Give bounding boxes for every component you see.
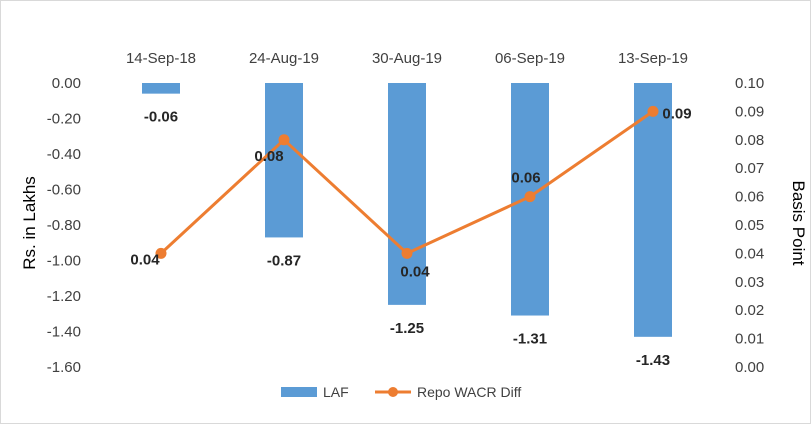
category-label: 24-Aug-19 <box>249 50 319 67</box>
left-axis-title: Rs. in Lakhs <box>20 176 39 270</box>
right-tick-label: 0.01 <box>735 331 764 348</box>
bar-data-label: -1.43 <box>636 352 670 369</box>
right-tick-label: 0.05 <box>735 217 764 234</box>
bar-laf <box>388 83 426 305</box>
category-label: 30-Aug-19 <box>372 50 442 67</box>
bar-laf <box>634 83 672 337</box>
right-axis-title: Basis Point <box>789 180 808 265</box>
right-tick-label: 0.09 <box>735 103 764 120</box>
right-tick-label: 0.04 <box>735 245 764 262</box>
left-axis-tick-labels: 0.00 -0.20 -0.40 -0.60 -0.80 -1.00 -1.20 -1.40 -… <box>47 75 81 376</box>
category-label: 06-Sep-19 <box>495 50 565 67</box>
right-axis-tick-labels: 0.10 0.09 0.08 0.07 0.06 0.05 0.04 0.03 0.02 0.01… <box>735 75 764 376</box>
category-label: 13-Sep-19 <box>618 50 688 67</box>
category-labels: 14-Sep-18 24-Aug-19 30-Aug-19 06-Sep-19 13-S… <box>126 50 688 67</box>
left-tick-label: -0.80 <box>47 217 81 234</box>
left-tick-label: -1.20 <box>47 288 81 305</box>
right-tick-label: 0.00 <box>735 359 764 376</box>
bar-data-labels: -0.06 -0.87 -1.25 -1.31 -1.43 <box>144 109 670 369</box>
left-tick-label: -0.60 <box>47 182 81 199</box>
line-point <box>524 191 536 203</box>
line-series <box>155 105 659 259</box>
left-tick-label: -0.40 <box>47 146 81 163</box>
right-tick-label: 0.10 <box>735 75 764 92</box>
bar-data-label: -1.25 <box>390 320 424 337</box>
right-tick-label: 0.07 <box>735 160 764 177</box>
line-point <box>278 134 290 146</box>
left-tick-label: -1.60 <box>47 359 81 376</box>
legend-label-repo-wacr-diff: Repo WACR Diff <box>417 384 521 400</box>
line-data-labels: 0.04 0.08 0.04 0.06 0.09 <box>130 105 691 280</box>
legend-label-laf: LAF <box>323 384 349 400</box>
line-data-label: 0.06 <box>511 170 540 187</box>
bar-data-label: -0.06 <box>144 109 178 126</box>
bar-laf <box>265 83 303 238</box>
line-data-label: 0.08 <box>254 148 283 165</box>
legend-swatch-laf <box>281 387 317 397</box>
line-point <box>401 247 413 259</box>
line-data-label: 0.04 <box>400 263 430 280</box>
line-point <box>647 105 659 117</box>
legend-marker-repo-wacr-diff <box>388 387 398 397</box>
line-data-label: 0.09 <box>662 105 691 122</box>
line-data-label: 0.04 <box>130 251 160 268</box>
left-tick-label: -1.40 <box>47 324 81 341</box>
bar-laf <box>142 83 180 94</box>
right-tick-label: 0.06 <box>735 189 764 206</box>
right-tick-label: 0.02 <box>735 302 764 319</box>
legend: LAF Repo WACR Diff <box>281 384 521 400</box>
right-tick-label: 0.08 <box>735 132 764 149</box>
category-label: 14-Sep-18 <box>126 50 196 67</box>
bar-data-label: -1.31 <box>513 331 547 348</box>
right-tick-label: 0.03 <box>735 274 764 291</box>
left-tick-label: -1.00 <box>47 253 81 270</box>
left-tick-label: 0.00 <box>52 75 81 92</box>
line-point <box>155 247 167 259</box>
bar-data-label: -0.87 <box>267 252 301 269</box>
bar-series <box>142 83 672 337</box>
left-tick-label: -0.20 <box>47 111 81 128</box>
